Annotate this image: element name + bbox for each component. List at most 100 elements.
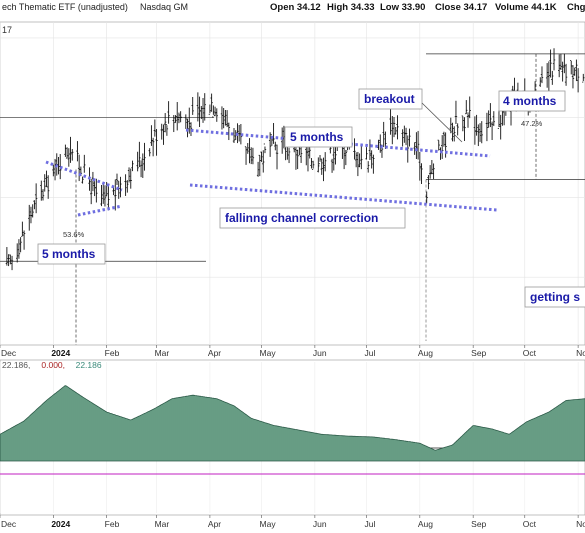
price-bar (308, 146, 311, 159)
price-bar (150, 125, 153, 146)
price-bar (582, 73, 585, 83)
price-bar (310, 158, 313, 169)
trend-channel-lower (189, 183, 498, 212)
price-bar (139, 160, 143, 178)
price-bar (160, 123, 163, 140)
price-bar (251, 147, 255, 165)
price-bar (372, 154, 375, 174)
five-months-left-box (37, 243, 106, 265)
x-tick-label-4: Apr (208, 348, 221, 358)
price-bar (311, 160, 315, 170)
price-bar (353, 138, 356, 160)
price-bar (76, 141, 79, 162)
price-bar (89, 178, 93, 205)
price-bar (69, 136, 72, 163)
price-bar (184, 114, 188, 129)
price-bar (7, 254, 10, 267)
price-bar (489, 103, 492, 128)
price-bar (225, 110, 229, 128)
price-bar (222, 107, 225, 129)
price-bar (191, 97, 194, 115)
pct-right-label: 47.2% (521, 119, 543, 128)
ohlc-volume: Volume 44.1K (495, 2, 557, 13)
price-bar (396, 115, 399, 140)
price-bar (403, 125, 406, 143)
price-bar (5, 247, 9, 266)
price-bar (262, 150, 265, 173)
price-bars (5, 48, 585, 271)
price-bar (401, 129, 404, 147)
price-bar (177, 112, 181, 124)
x-tick-label-9: Sep (471, 348, 486, 358)
price-bar (71, 149, 74, 161)
x-tick-label-9: Sep (471, 519, 486, 529)
chart-title: ech Thematic ETF (unadjusted) (2, 2, 128, 12)
price-bar (284, 145, 287, 161)
price-bar (28, 204, 31, 231)
price-bar (499, 114, 502, 140)
price-bar (208, 104, 212, 115)
x-tick-label-2: Feb (105, 519, 120, 529)
price-bar (100, 185, 103, 207)
price-bar (103, 185, 107, 207)
price-bar (17, 239, 21, 259)
getting-box (524, 286, 585, 308)
price-bar (425, 191, 428, 204)
price-bar (189, 122, 193, 136)
price-bar (561, 61, 564, 82)
price-bar (263, 143, 267, 154)
trend-channel-upper (185, 128, 491, 158)
price-bar (151, 137, 155, 157)
price-bar (318, 154, 322, 165)
x-tick-label-4: Apr (208, 519, 221, 529)
indicator-histogram (0, 385, 585, 462)
price-bar (344, 149, 348, 166)
price-bar (497, 110, 501, 129)
price-bar (332, 146, 335, 171)
falling-channel-label: fallinng channel correction (225, 211, 378, 225)
price-bar (34, 183, 38, 214)
five-months-top-box (284, 126, 353, 148)
indicator-value-2: 22.186 (76, 360, 102, 370)
price-bar (33, 200, 36, 210)
price-bar (201, 97, 205, 123)
price-bar (428, 165, 432, 179)
price-bar (365, 147, 368, 160)
price-bar (167, 101, 170, 124)
x-tick-label-10: Oct (523, 348, 537, 358)
price-bar (367, 161, 370, 173)
price-bar (260, 151, 263, 162)
exchange-label: Nasdaq GM (140, 2, 188, 12)
breakout-label: breakout (364, 92, 415, 106)
price-bar (430, 159, 434, 175)
price-bar (394, 127, 397, 135)
price-bar (323, 152, 327, 172)
price-bar (138, 141, 141, 168)
price-bar (571, 65, 575, 89)
four-months-label: 4 months (503, 94, 557, 108)
price-bar (46, 175, 50, 199)
price-bar (64, 144, 67, 157)
price-bar (126, 180, 129, 193)
ohlc-open: Open 34.12 (270, 2, 321, 13)
price-bar (174, 115, 177, 124)
price-bar (274, 141, 277, 151)
price-bar (232, 128, 236, 144)
price-bar (552, 48, 556, 71)
price-bar (52, 164, 55, 177)
ohlc-chg: Chg (567, 2, 585, 13)
price-bar (413, 142, 416, 155)
price-bar (115, 173, 119, 186)
x-axis-indicator: Dec 2024 Feb Mar Apr May Jun Jul Aug Sep Oct No (0, 515, 585, 529)
price-bar (549, 49, 552, 78)
price-bar (234, 130, 237, 141)
price-bar (356, 151, 360, 177)
price-bar (256, 161, 260, 177)
price-bar (570, 60, 573, 75)
price-bar (437, 139, 440, 151)
price-bar (196, 92, 200, 122)
price-bar (415, 132, 418, 159)
price-bar (322, 157, 325, 182)
price-bar (83, 154, 86, 173)
